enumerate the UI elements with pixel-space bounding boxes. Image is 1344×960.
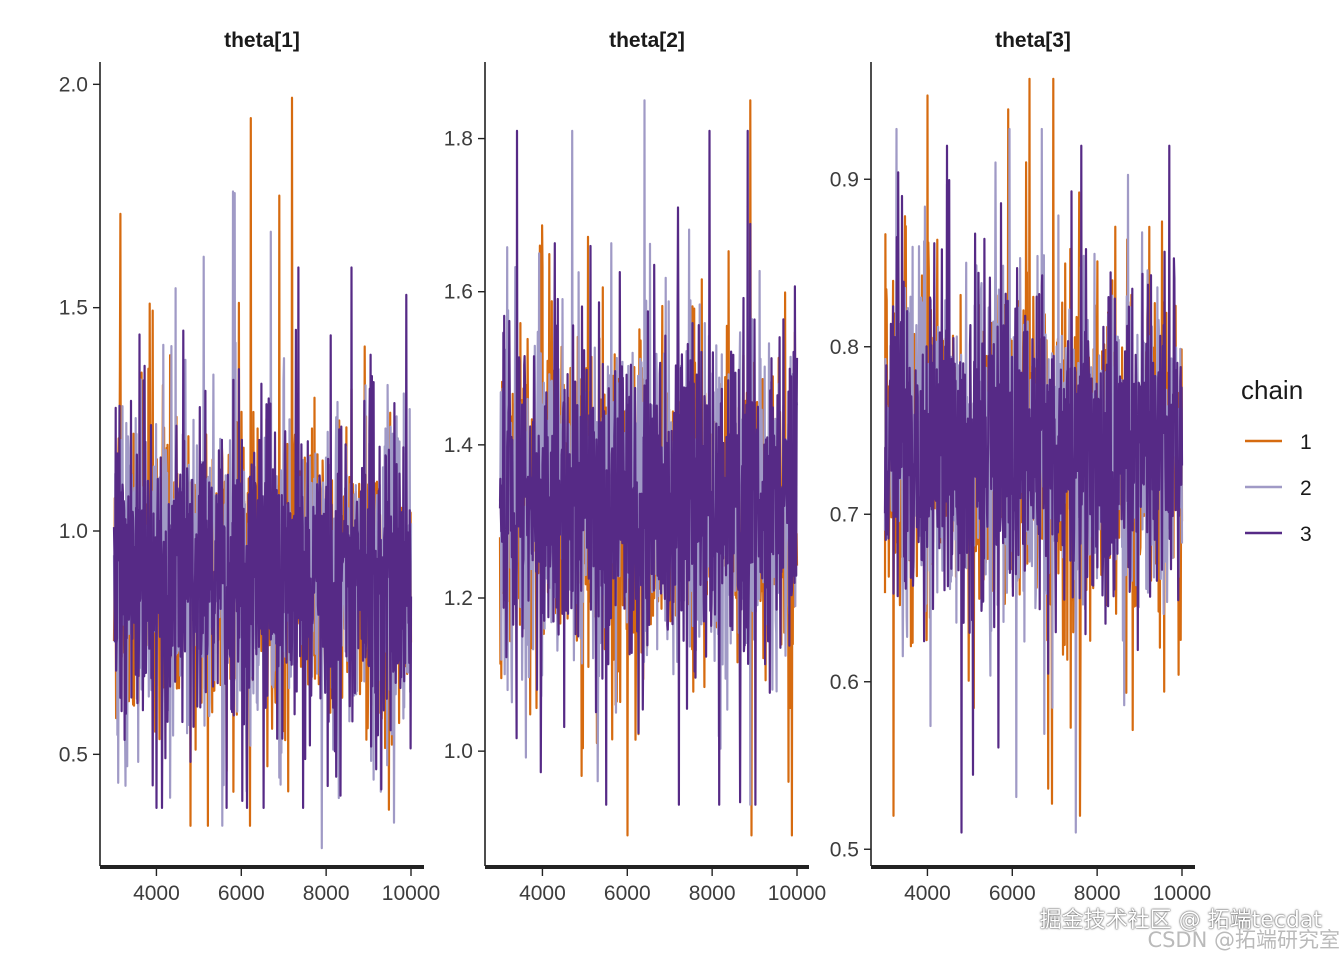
- y-tick-label: 2.0: [59, 73, 88, 96]
- x-tick-label: 6000: [989, 882, 1036, 905]
- y-tick-label: 1.5: [59, 297, 88, 320]
- legend-title: chain: [1241, 375, 1303, 405]
- watermark-csdn: CSDN @拓端研究室: [1147, 928, 1340, 952]
- x-tick-label: 8000: [689, 882, 736, 905]
- panel-3: theta[3] 0.5 0.6 0.7 0.8 0.9 4000 6000 8000 10000: [830, 29, 1211, 905]
- x-tick-label: 10000: [768, 882, 826, 905]
- legend-label-chain-2: 2: [1300, 477, 1312, 500]
- y-tick-label: 0.7: [830, 503, 859, 526]
- y-tick-label: 0.5: [59, 743, 88, 766]
- x-tick-label: 8000: [1074, 882, 1121, 905]
- legend-label-chain-1: 1: [1300, 431, 1312, 454]
- panel-1: theta[1] 0.5 1.0 1.5 2.0 4000 6000 8000 10000: [59, 29, 440, 905]
- trace-line-chain-3: [498, 129, 799, 806]
- y-tick-label: 0.9: [830, 168, 859, 191]
- y-tick-label: 1.4: [444, 434, 474, 457]
- panel-title: theta[1]: [224, 29, 300, 52]
- x-tick-label: 4000: [133, 882, 180, 905]
- x-tick-label: 4000: [519, 882, 566, 905]
- x-tick-label: 6000: [604, 882, 651, 905]
- y-tick-label: 1.6: [444, 281, 473, 304]
- x-tick-label: 10000: [1153, 882, 1211, 905]
- y-tick-label: 0.6: [830, 671, 859, 694]
- legend: chain 1 2 3: [1241, 375, 1312, 546]
- x-tick-label: 6000: [218, 882, 265, 905]
- y-tick-label: 1.0: [444, 740, 473, 763]
- y-tick-label: 1.0: [59, 520, 88, 543]
- watermark-juejin: 掘金技术社区 @ 拓端tecdat: [1039, 908, 1322, 933]
- x-tick-label: 4000: [904, 882, 951, 905]
- y-tick-label: 1.2: [444, 587, 473, 610]
- y-tick-label: 1.8: [444, 128, 473, 151]
- panel-title: theta[3]: [995, 29, 1071, 52]
- y-tick-label: 0.5: [830, 838, 859, 861]
- y-tick-label: 0.8: [830, 336, 859, 359]
- panel-title: theta[2]: [609, 29, 685, 52]
- x-tick-label: 8000: [303, 882, 350, 905]
- panel-2: theta[2] 1.0 1.2 1.4 1.6 1.8 4000 6000 8000 10000: [444, 29, 826, 905]
- x-tick-label: 10000: [382, 882, 440, 905]
- legend-label-chain-3: 3: [1300, 523, 1312, 546]
- trace-line-chain-3: [112, 266, 413, 809]
- trace-line-chain-3: [883, 144, 1184, 834]
